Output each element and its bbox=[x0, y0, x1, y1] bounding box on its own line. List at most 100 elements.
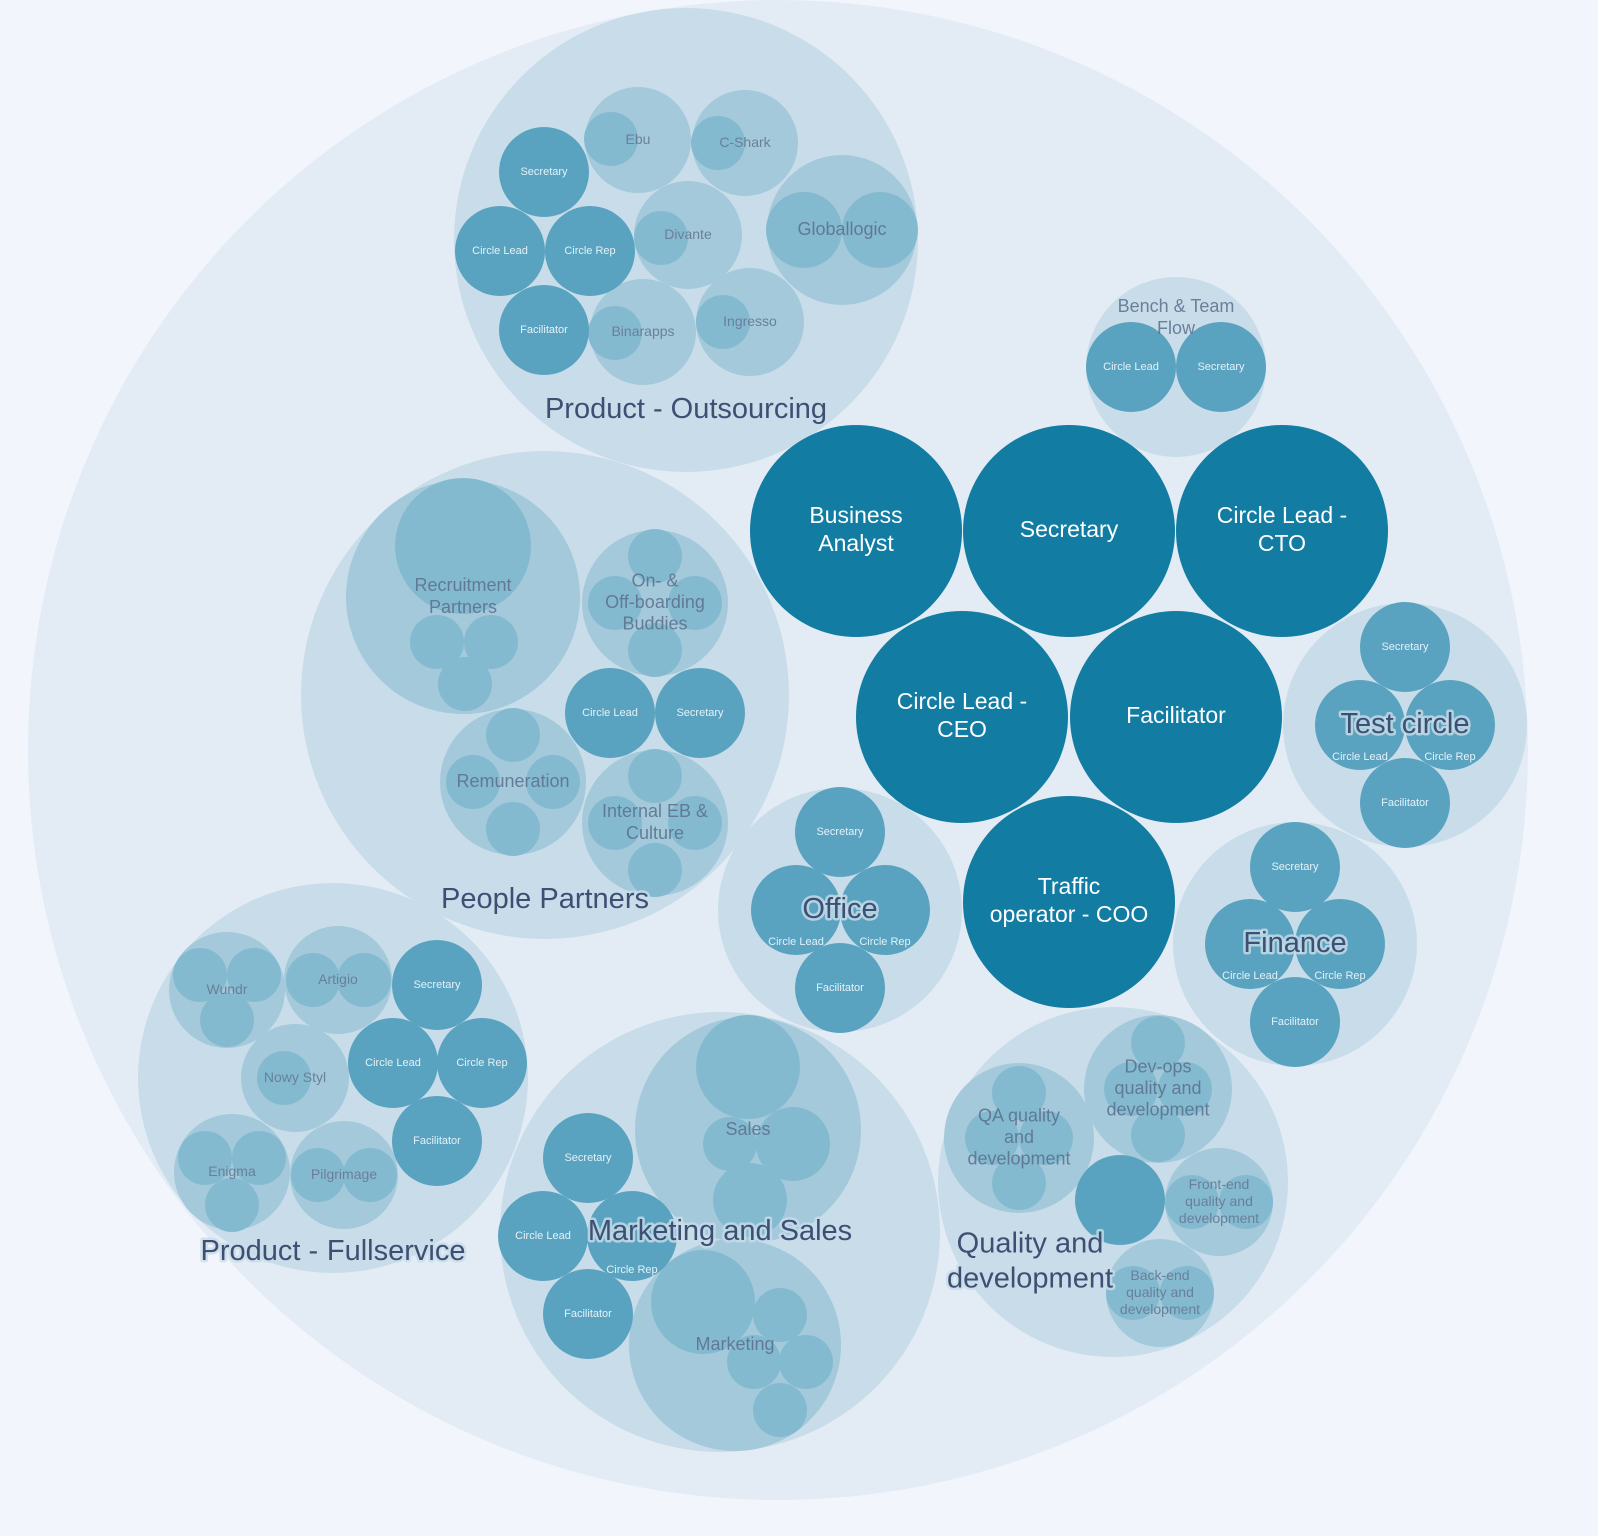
sub-role-circle bbox=[173, 948, 227, 1002]
sub-role-circle bbox=[753, 1383, 807, 1437]
facilitator-circle[interactable] bbox=[1070, 611, 1282, 823]
label-line: Circle Rep bbox=[1314, 970, 1365, 982]
onboarding-circle[interactable] bbox=[582, 530, 728, 676]
label-line: Secretary bbox=[1271, 861, 1319, 873]
sub-role-circle bbox=[628, 843, 682, 897]
office-secretary-circle[interactable] bbox=[795, 787, 885, 877]
backend-label: Back-end quality and development bbox=[1120, 1267, 1200, 1317]
label-line: Partners bbox=[429, 597, 497, 617]
sub-role-circle bbox=[628, 529, 682, 583]
pf-facilitator-label: Facilitator bbox=[413, 1135, 461, 1147]
pp-circle-lead-circle[interactable] bbox=[565, 668, 655, 758]
sub-role-circle bbox=[178, 1131, 232, 1185]
fin-circle-rep-circle[interactable] bbox=[1295, 899, 1385, 989]
label-line: operator - COO bbox=[990, 901, 1149, 927]
sub-role-circle bbox=[257, 1051, 311, 1105]
enigma-label: Enigma bbox=[208, 1163, 256, 1179]
label-line: Facilitator bbox=[564, 1308, 612, 1320]
sub-role-circle bbox=[410, 615, 464, 669]
sub-role-circle[interactable] bbox=[1075, 1155, 1165, 1245]
tc-facilitator-circle[interactable] bbox=[1360, 758, 1450, 848]
ms-circle-lead-circle[interactable] bbox=[498, 1191, 588, 1281]
office-circle-lead-circle[interactable] bbox=[751, 865, 841, 955]
ms-secretary-circle[interactable] bbox=[543, 1113, 633, 1203]
pf-circle-rep-circle[interactable] bbox=[437, 1018, 527, 1108]
tc-circle-lead-label: Circle Lead bbox=[1332, 751, 1388, 763]
label-line: development bbox=[947, 1262, 1113, 1294]
coo-circle[interactable] bbox=[963, 796, 1175, 1008]
label-line: Circle Lead bbox=[1103, 361, 1159, 373]
label-line: Artigio bbox=[318, 971, 358, 987]
ms-circle-lead-label: Circle Lead bbox=[515, 1230, 571, 1242]
ms-facilitator-circle[interactable] bbox=[543, 1269, 633, 1359]
bench-circle-lead-circle[interactable] bbox=[1086, 322, 1176, 412]
sub-role-circle bbox=[286, 953, 340, 1007]
sub-role-circle bbox=[1160, 1266, 1214, 1320]
internal-eb-circle[interactable] bbox=[582, 750, 728, 896]
sub-role-circle bbox=[337, 953, 391, 1007]
secretary-circle[interactable] bbox=[963, 425, 1175, 637]
label-line: Flow bbox=[1157, 318, 1196, 338]
ms-circle-rep-circle[interactable] bbox=[587, 1191, 677, 1281]
sub-role-circle bbox=[756, 1107, 830, 1181]
secretary-label: Secretary bbox=[1020, 516, 1119, 542]
sub-role-circle bbox=[1165, 1175, 1219, 1229]
sub-role-circle bbox=[1158, 1062, 1212, 1116]
sub-role-circle bbox=[696, 295, 750, 349]
label-line: Analyst bbox=[818, 530, 894, 556]
bench-secretary-circle[interactable] bbox=[1176, 322, 1266, 412]
po-circle-rep-circle[interactable] bbox=[545, 206, 635, 296]
sub-role-circle bbox=[291, 1148, 345, 1202]
sub-role-circle bbox=[992, 1066, 1046, 1120]
pp-secretary-circle[interactable] bbox=[655, 668, 745, 758]
label-line: Recruitment bbox=[414, 575, 511, 595]
po-secretary-circle[interactable] bbox=[499, 127, 589, 217]
quality-label: Quality and development bbox=[947, 1227, 1113, 1294]
pf-facilitator-circle[interactable] bbox=[392, 1096, 482, 1186]
label-line: Circle Lead bbox=[1332, 751, 1388, 763]
po-facilitator-circle[interactable] bbox=[499, 285, 589, 375]
bench-circle-lead-label: Circle Lead bbox=[1103, 361, 1159, 373]
onboarding-label: On- & Off-boarding Buddies bbox=[605, 570, 705, 633]
office-facilitator-circle[interactable] bbox=[795, 943, 885, 1033]
office-label: Office bbox=[802, 893, 877, 925]
label-line: Circle Lead - bbox=[1217, 502, 1347, 528]
facilitator-label: Facilitator bbox=[1126, 702, 1226, 728]
label-line: Buddies bbox=[622, 613, 687, 633]
binarapps-label: Binarapps bbox=[611, 323, 674, 339]
sub-role-circle bbox=[486, 802, 540, 856]
label-line: Fullservice bbox=[327, 1235, 466, 1267]
pp-secretary-label: Secretary bbox=[676, 707, 724, 719]
label-line: Bench & Team bbox=[1118, 296, 1235, 316]
tc-circle-rep-circle[interactable] bbox=[1405, 680, 1495, 770]
sub-role-circle bbox=[668, 796, 722, 850]
ms-facilitator-label: Facilitator bbox=[564, 1308, 612, 1320]
remuneration-circle[interactable] bbox=[440, 709, 586, 855]
label-line: Traffic bbox=[1038, 873, 1101, 899]
sub-role-circle bbox=[588, 576, 642, 630]
sub-role-circle bbox=[992, 1156, 1046, 1210]
ceo-circle[interactable] bbox=[856, 611, 1068, 823]
pf-circle-lead-circle[interactable] bbox=[348, 1018, 438, 1108]
po-circle-lead-circle[interactable] bbox=[455, 206, 545, 296]
label-line: Marketing and Sales bbox=[588, 1215, 852, 1247]
label-line: development bbox=[967, 1148, 1070, 1168]
business-analyst-circle[interactable] bbox=[750, 425, 962, 637]
cto-circle[interactable] bbox=[1176, 425, 1388, 637]
tc-circle-lead-circle[interactable] bbox=[1315, 680, 1405, 770]
office-circle-rep-circle[interactable] bbox=[840, 865, 930, 955]
sub-role-circle bbox=[343, 1148, 397, 1202]
sub-role-circle bbox=[1131, 1108, 1185, 1162]
fin-secretary-circle[interactable] bbox=[1250, 822, 1340, 912]
tc-secretary-circle[interactable] bbox=[1360, 602, 1450, 692]
sub-role-circle bbox=[588, 306, 642, 360]
fin-circle-lead-circle[interactable] bbox=[1205, 899, 1295, 989]
fin-facilitator-circle[interactable] bbox=[1250, 977, 1340, 1067]
label-line: Remuneration bbox=[456, 771, 569, 791]
po-circle-lead-label: Circle Lead bbox=[472, 245, 528, 257]
label-line: Ingresso bbox=[723, 313, 777, 329]
sub-role-circle bbox=[584, 112, 638, 166]
pf-secretary-circle[interactable] bbox=[392, 940, 482, 1030]
pf-secretary-label: Secretary bbox=[413, 979, 461, 991]
fin-secretary-label: Secretary bbox=[1271, 861, 1319, 873]
